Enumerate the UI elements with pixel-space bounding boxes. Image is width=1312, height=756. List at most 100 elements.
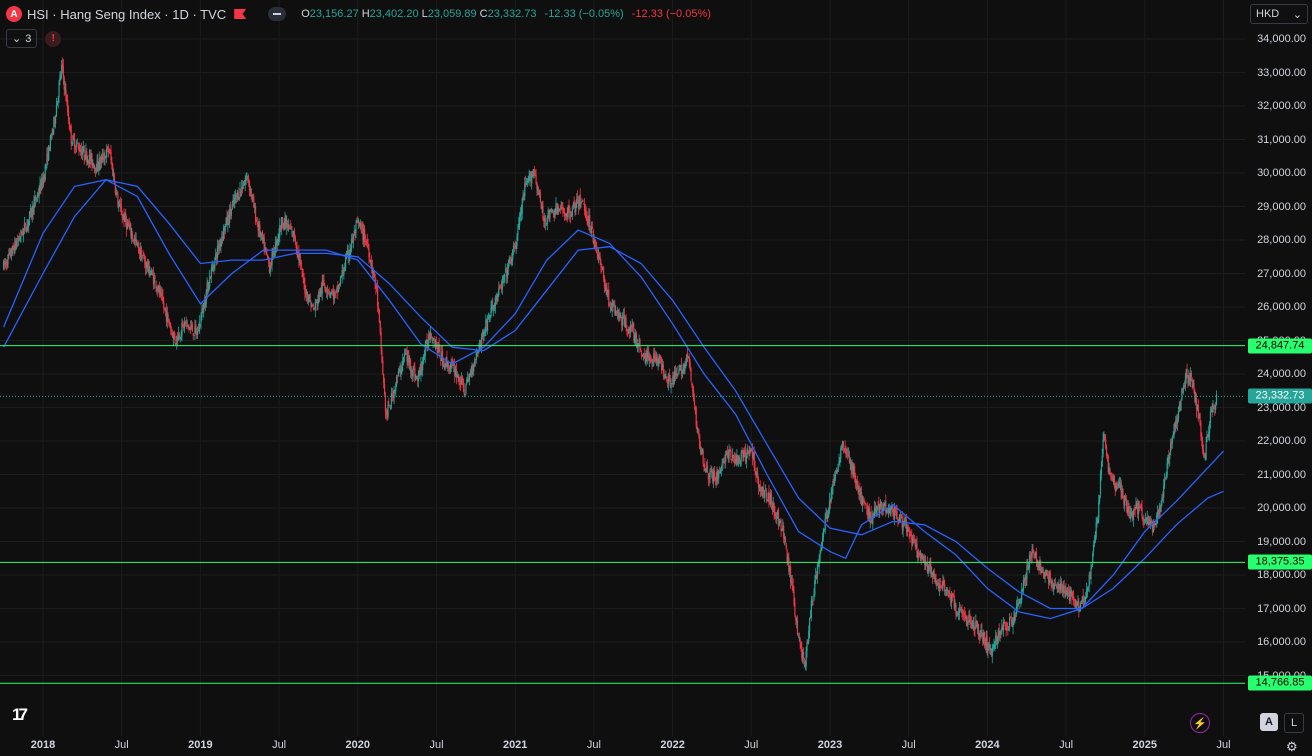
candle-body (1038, 563, 1040, 570)
candle-body (741, 450, 743, 453)
candle-body (687, 356, 690, 358)
candle-body (344, 267, 346, 271)
candle-body (992, 647, 994, 651)
price-chart[interactable] (0, 0, 1245, 736)
candle-body (1142, 517, 1144, 522)
candle-body (822, 535, 824, 543)
candle-body (718, 471, 721, 472)
candle-body (244, 180, 246, 185)
symbol-title[interactable]: HSI · Hang Seng Index · 1D · TVC (27, 6, 227, 22)
candle-body (999, 631, 1001, 637)
time-axis[interactable]: 2018 Jul 2019 Jul 2020 Jul 2021 Jul 2022 Jul 2023 J… (0, 736, 1245, 756)
price-axis[interactable]: 34,000.00 33,000.00 32,000.00 31,000.00 30,0… (1245, 0, 1312, 736)
candle-body (878, 504, 880, 513)
candle-body (781, 530, 783, 532)
tradingview-logo[interactable]: 17 (12, 705, 28, 724)
candle-body (282, 225, 284, 228)
candle-body (804, 664, 806, 668)
candle-body (287, 224, 290, 229)
candle-body (1053, 585, 1055, 590)
candle-body (796, 620, 799, 636)
candle-body (496, 295, 498, 301)
candle-body (815, 575, 817, 580)
candle-body (5, 261, 7, 266)
candle-body (110, 151, 112, 161)
candle-body (199, 324, 201, 326)
log-scale-button[interactable]: L (1284, 713, 1304, 733)
candle-body (480, 337, 483, 348)
candle-body (1032, 548, 1034, 551)
candle-body (173, 331, 175, 337)
candle-body (311, 304, 313, 306)
candle-body (1045, 570, 1047, 575)
candle-body (747, 450, 749, 452)
candle-body (1172, 434, 1174, 437)
lightning-icon[interactable]: ⚡ (1190, 713, 1210, 733)
candle-body (572, 203, 574, 207)
candle-body (178, 334, 180, 338)
candle-body (764, 490, 767, 492)
candle-body (410, 370, 412, 373)
currency-select[interactable]: HKD ⌄ (1250, 4, 1308, 24)
candle-body (95, 169, 97, 172)
candle-body (838, 460, 840, 465)
candle-body (713, 470, 715, 479)
candle-body (220, 240, 222, 247)
candle-body (648, 357, 651, 361)
candle-body (549, 209, 551, 219)
candle-body (292, 231, 294, 237)
candle-body (725, 454, 727, 462)
candle-body (662, 364, 664, 374)
candle-body (525, 182, 528, 185)
candle-body (69, 127, 71, 128)
horizontal-levels[interactable] (0, 345, 1245, 684)
candle-body (1105, 438, 1107, 448)
candle-body (1174, 422, 1176, 428)
candle-body (569, 208, 571, 219)
candle-body (1011, 619, 1013, 626)
candle-body (948, 590, 950, 594)
candle-body (225, 217, 227, 226)
candle-body (100, 157, 102, 164)
candle-body (135, 239, 137, 241)
gear-icon[interactable]: ⚙ (1286, 739, 1298, 754)
candle-body (819, 553, 821, 562)
symbol-logo-icon[interactable]: A (6, 6, 22, 22)
candle-body (697, 430, 699, 432)
candle-body (274, 241, 277, 253)
candle-body (1215, 394, 1218, 406)
indicators-toggle[interactable]: ⌄ 3 (6, 29, 38, 48)
candle-body (975, 621, 977, 628)
candle-body (692, 385, 694, 391)
collapse-icon[interactable] (268, 7, 287, 21)
candle-body (829, 499, 831, 502)
candle-body (977, 624, 980, 635)
candle-body (1104, 436, 1106, 439)
candle-body (1109, 469, 1111, 475)
warning-icon[interactable]: ! (45, 30, 62, 47)
candle-body (177, 337, 179, 342)
candle-body (557, 207, 559, 214)
candle-body (211, 267, 213, 271)
candle-body (424, 344, 426, 357)
candle-body (603, 277, 606, 287)
candle-body (445, 358, 447, 366)
candle-body (978, 633, 980, 638)
candle-body (467, 378, 470, 382)
candle-body (129, 225, 131, 227)
candle-body (952, 596, 954, 598)
candle-body (71, 144, 73, 146)
candle-body (699, 434, 701, 449)
candle-body (57, 97, 59, 102)
candle-body (341, 270, 343, 278)
candle-body (893, 507, 896, 519)
flag-icon[interactable] (234, 9, 247, 19)
candle-body (1189, 376, 1191, 381)
candle-body (360, 223, 362, 229)
candle-body (365, 240, 367, 242)
auto-scale-button[interactable]: A (1260, 713, 1278, 731)
candle-body (79, 149, 81, 152)
candle-body (18, 237, 20, 240)
candle-body (845, 451, 847, 453)
candle-body (315, 300, 317, 302)
